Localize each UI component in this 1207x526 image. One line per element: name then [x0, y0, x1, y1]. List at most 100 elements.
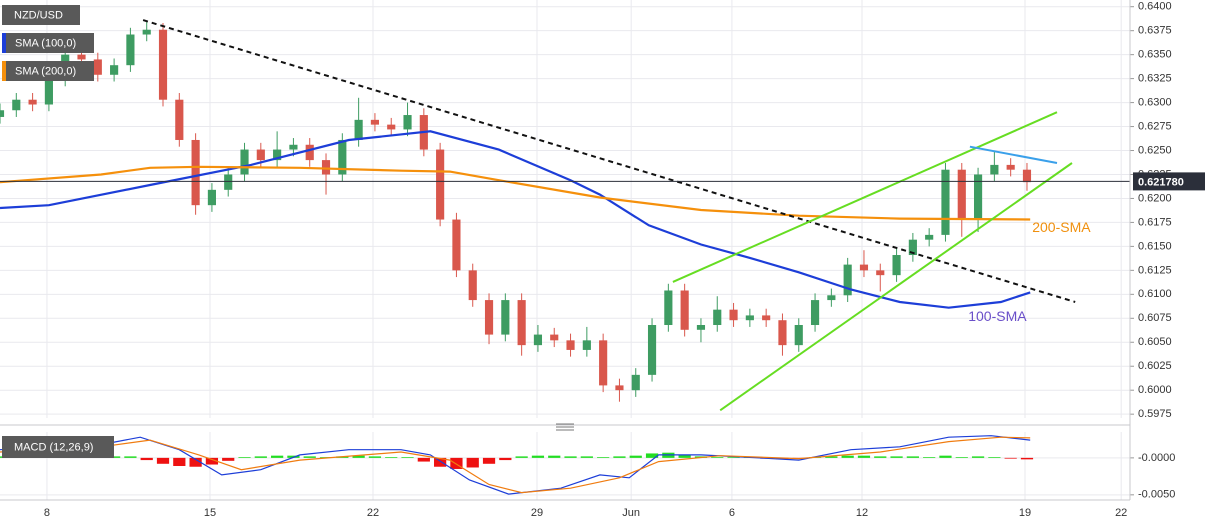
- sma-annotation: 200-SMA: [1032, 219, 1091, 235]
- candle-body: [680, 290, 689, 330]
- histogram-bar: [857, 455, 871, 458]
- legend-box[interactable]: [2, 61, 94, 81]
- candle-body: [403, 115, 412, 130]
- histogram-bar: [368, 456, 382, 458]
- trendline: [719, 162, 1073, 412]
- candle-body: [387, 124, 396, 130]
- candle-body: [158, 29, 168, 100]
- candle-body: [810, 300, 820, 326]
- candle-body: [289, 144, 298, 150]
- x-tick-label: 15: [204, 507, 216, 519]
- y-tick-label: 0.6350: [1138, 49, 1172, 61]
- candle-body: [501, 300, 510, 335]
- histogram-bar: [482, 457, 496, 464]
- y-tick-label: 0.6375: [1138, 25, 1172, 37]
- histogram-bar: [140, 457, 153, 461]
- candle-body: [142, 29, 151, 35]
- candle-body: [778, 320, 787, 346]
- candle-body: [843, 264, 852, 296]
- legend-box[interactable]: [2, 436, 114, 458]
- y-tick-label: 0.6025: [1138, 360, 1172, 372]
- histogram-bar: [271, 455, 284, 458]
- candle-body: [566, 340, 575, 350]
- x-tick-label: 22: [1115, 507, 1127, 519]
- sma-line: [0, 165, 1031, 221]
- sma-annotation: 100-SMA: [968, 308, 1027, 324]
- candle-body: [925, 234, 934, 240]
- histogram-bar: [825, 456, 838, 458]
- x-tick-label: Jun: [622, 507, 640, 519]
- candle-body: [110, 65, 119, 75]
- candle-body: [44, 79, 53, 105]
- candle-body: [696, 325, 706, 330]
- candle-body: [517, 300, 526, 346]
- candle-body: [370, 119, 380, 125]
- y-tick-label: 0.6125: [1138, 264, 1172, 276]
- trendline: [672, 111, 1058, 283]
- last-price-tag: [1133, 172, 1205, 191]
- histogram-bar: [450, 457, 463, 469]
- histogram-bar: [156, 457, 170, 464]
- candle-body: [0, 110, 5, 117]
- candle-body: [468, 270, 477, 301]
- y-tick-label: 0.6100: [1138, 288, 1172, 300]
- candle-body: [28, 99, 37, 105]
- candle-body: [599, 340, 608, 386]
- candle-body: [631, 374, 640, 391]
- histogram-bar: [124, 456, 137, 458]
- candle-body: [256, 149, 265, 161]
- chart-title: NZD/USD: [14, 9, 63, 21]
- histogram-bar: [254, 456, 267, 458]
- legend-box[interactable]: [2, 5, 80, 25]
- candle-body: [175, 99, 184, 140]
- sma-line: [0, 130, 1031, 309]
- y-tick-label: 0.6250: [1138, 144, 1172, 156]
- x-tick-label: 8: [44, 507, 50, 519]
- candle-body: [191, 139, 200, 206]
- candle-body: [908, 239, 917, 256]
- histogram-bar: [629, 455, 642, 458]
- histogram-bar: [515, 456, 528, 458]
- candle-body: [664, 290, 673, 326]
- candle-body: [354, 119, 363, 140]
- y-tick-label: 0.6325: [1138, 73, 1172, 85]
- y-tick-label: 0.5975: [1138, 408, 1172, 420]
- candle-body: [615, 385, 624, 391]
- histogram-bar: [597, 457, 610, 458]
- histogram-bar: [205, 457, 219, 465]
- y-tick-label: 0.6075: [1138, 312, 1172, 324]
- candle-body: [859, 264, 869, 271]
- histogram-bar: [1020, 457, 1034, 460]
- y-tick-label: 0.6150: [1138, 240, 1172, 252]
- x-tick-label: 19: [1019, 507, 1031, 519]
- legend-box[interactable]: [2, 33, 94, 53]
- histogram-bar: [466, 457, 479, 468]
- histogram-bar: [352, 455, 365, 458]
- divider-grip[interactable]: [556, 423, 574, 431]
- candle-body: [436, 149, 445, 220]
- histogram-bar: [499, 457, 512, 461]
- histogram-bar: [564, 456, 577, 458]
- trendline: [142, 19, 1076, 303]
- x-tick-label: 12: [856, 507, 868, 519]
- candle-body: [957, 169, 966, 220]
- candle-body: [1022, 169, 1032, 183]
- histogram-bar: [173, 457, 186, 466]
- y-tick-label: 0.6275: [1138, 120, 1172, 132]
- histogram-bar: [613, 456, 626, 458]
- candle-body: [338, 139, 347, 175]
- candle-body: [305, 144, 314, 161]
- histogram-bar: [971, 456, 985, 458]
- histogram-bar: [531, 455, 545, 458]
- histogram-bar: [107, 456, 121, 458]
- indicator-title: MACD (12,26,9): [14, 441, 93, 453]
- legend-label: SMA (100,0): [15, 37, 76, 49]
- candle-body: [240, 149, 249, 175]
- candle-body: [550, 334, 559, 341]
- y-tick-label: 0.6175: [1138, 216, 1172, 228]
- histogram-bar: [303, 456, 316, 458]
- candle-body: [273, 149, 282, 161]
- y-tick-label: 0.6300: [1138, 96, 1172, 108]
